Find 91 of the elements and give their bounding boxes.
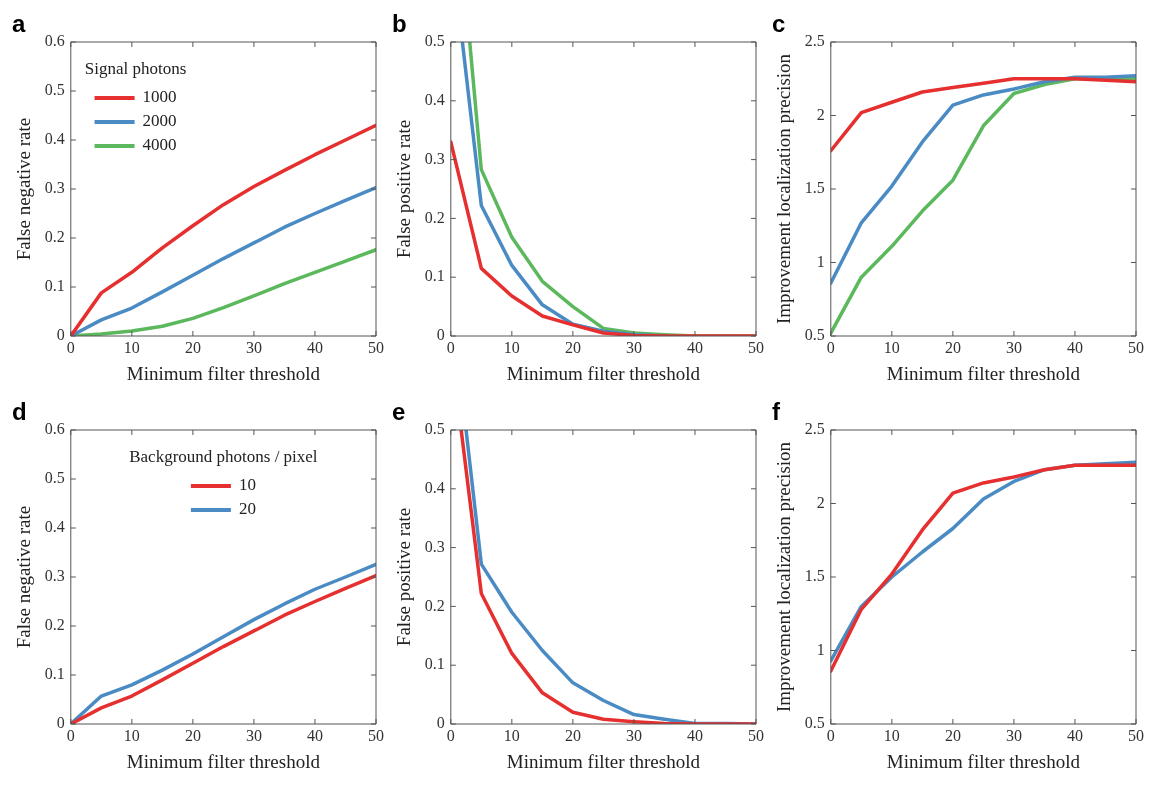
x-tick-label: 30: [245, 338, 262, 356]
y-tick-label: 2.5: [804, 420, 825, 438]
chart-title: e: [392, 398, 406, 425]
x-axis-title: Minimum filter threshold: [886, 750, 1081, 772]
x-axis-title: Minimum filter threshold: [126, 750, 321, 772]
y-tick-label: 0.6: [44, 32, 65, 50]
x-tick-label: 20: [184, 726, 201, 744]
y-tick-label: 2: [816, 105, 825, 123]
y-tick-label: 0.4: [44, 130, 65, 148]
x-tick-label: 20: [564, 726, 581, 744]
x-tick-label: 30: [245, 726, 262, 744]
y-tick-label: 0: [56, 326, 65, 344]
y-tick-label: 0.4: [424, 479, 445, 496]
y-tick-label: 0: [436, 326, 445, 344]
x-tick-label: 10: [123, 726, 140, 744]
y-tick-label: 0.1: [424, 655, 445, 673]
y-axis-title: False negative rate: [13, 505, 35, 649]
y-tick-label: 0.1: [44, 277, 65, 295]
x-tick-label: 40: [1066, 726, 1083, 744]
y-tick-label: 0.3: [424, 537, 445, 555]
y-tick-label: 0: [56, 714, 65, 732]
x-tick-label: 20: [184, 338, 201, 356]
x-tick-label: 40: [686, 726, 703, 744]
x-tick-label: 50: [1128, 726, 1144, 744]
x-tick-label: 10: [503, 338, 520, 356]
x-tick-label: 50: [1128, 338, 1144, 356]
legend-label: 20: [238, 499, 256, 519]
y-tick-label: 0.5: [804, 326, 825, 344]
chart-title: a: [12, 10, 26, 37]
legend-label: 1000: [142, 87, 177, 107]
y-tick-label: 0.2: [424, 208, 445, 226]
legend-title: Background photons / pixel: [129, 447, 318, 467]
x-tick-label: 10: [883, 338, 900, 356]
x-tick-label: 10: [883, 726, 900, 744]
x-axis-title: Minimum filter threshold: [126, 362, 321, 384]
y-tick-label: 0.3: [44, 567, 65, 585]
x-tick-label: 40: [686, 338, 703, 356]
y-tick-label: 0.3: [424, 149, 445, 167]
y-axis-title: Improvement localization precision: [773, 441, 795, 713]
y-tick-label: 0.5: [44, 81, 65, 99]
y-tick-label: 0.2: [44, 616, 65, 634]
y-tick-label: 1.5: [804, 179, 825, 197]
x-axis-title: Minimum filter threshold: [886, 362, 1081, 384]
x-tick-label: 30: [1005, 338, 1022, 356]
y-tick-label: 1: [816, 640, 825, 658]
y-tick-label: 0.4: [44, 518, 65, 536]
x-tick-label: 10: [123, 338, 140, 356]
x-axis-title: Minimum filter threshold: [506, 362, 701, 384]
y-tick-label: 0.5: [44, 469, 65, 487]
x-tick-label: 40: [1066, 338, 1083, 356]
y-tick-label: 0.1: [424, 267, 445, 285]
x-tick-label: 20: [944, 726, 961, 744]
x-tick-label: 30: [1005, 726, 1022, 744]
y-axis-title: Improvement localization precision: [773, 53, 795, 325]
x-tick-label: 40: [306, 338, 323, 356]
x-tick-label: 30: [625, 338, 642, 356]
x-tick-label: 50: [368, 726, 384, 744]
y-axis-title: False positive rate: [393, 507, 415, 647]
y-tick-label: 2: [816, 493, 825, 511]
legend-label: 10: [238, 475, 256, 495]
x-tick-label: 50: [368, 338, 384, 356]
chart-title: b: [392, 10, 407, 37]
y-tick-label: 0.2: [424, 596, 445, 614]
legend-label: 4000: [142, 135, 177, 155]
x-tick-label: 20: [944, 338, 961, 356]
y-tick-label: 0: [436, 714, 445, 732]
legend-label: 2000: [142, 111, 177, 131]
chart-title: d: [12, 398, 27, 425]
y-tick-label: 0.1: [44, 665, 65, 683]
y-tick-label: 0.5: [804, 714, 825, 732]
legend-title: Signal photons: [84, 59, 187, 79]
x-tick-label: 10: [503, 726, 520, 744]
y-tick-label: 0.4: [424, 91, 445, 108]
x-tick-label: 20: [564, 338, 581, 356]
y-tick-label: 0.2: [44, 228, 65, 246]
y-axis-title: False negative rate: [13, 117, 35, 261]
chart-title: c: [772, 10, 786, 37]
chart-title: f: [772, 398, 781, 425]
y-tick-label: 0.3: [44, 179, 65, 197]
y-tick-label: 0.5: [424, 420, 445, 438]
x-axis-title: Minimum filter threshold: [506, 750, 701, 772]
y-tick-label: 0.5: [424, 32, 445, 50]
y-axis-title: False positive rate: [393, 119, 415, 259]
x-tick-label: 50: [748, 726, 764, 744]
x-tick-label: 40: [306, 726, 323, 744]
x-tick-label: 30: [625, 726, 642, 744]
y-tick-label: 0.6: [44, 420, 65, 438]
x-tick-label: 50: [748, 338, 764, 356]
y-tick-label: 2.5: [804, 32, 825, 50]
y-tick-label: 1: [816, 252, 825, 270]
y-tick-label: 1.5: [804, 567, 825, 585]
